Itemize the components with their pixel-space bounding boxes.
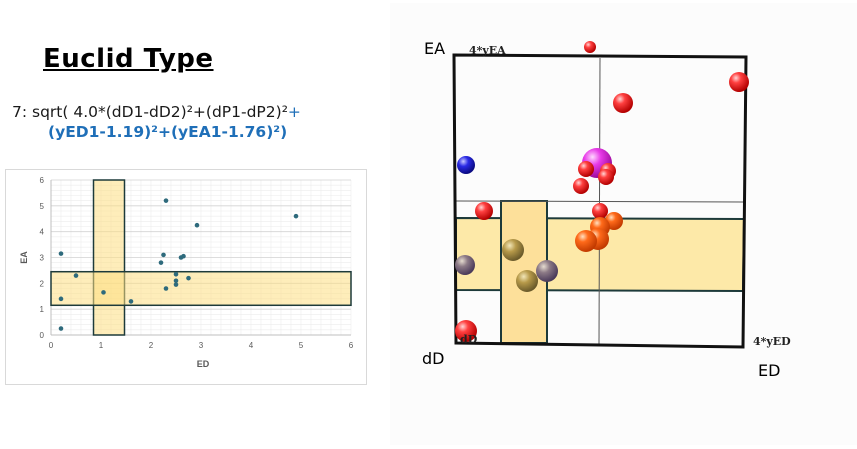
data-point	[128, 299, 134, 304]
data-point	[293, 213, 299, 219]
sphere	[502, 239, 524, 261]
axis-label-ed: ED	[758, 361, 781, 380]
axis-label-4yea: 4*yEA	[469, 44, 506, 57]
y-tick-label: 3	[40, 254, 45, 263]
sphere	[455, 255, 475, 275]
data-point	[58, 296, 64, 302]
data-point	[58, 326, 64, 331]
data-point	[73, 273, 79, 278]
data-point	[101, 290, 106, 295]
sphere	[578, 161, 594, 177]
formula-line-1-plus: +	[287, 103, 301, 121]
data-point	[163, 286, 169, 291]
data-point	[181, 253, 186, 259]
x-tick-label: 1	[99, 341, 104, 350]
outer-frame	[452, 53, 748, 349]
sphere	[455, 320, 477, 342]
formula-line-1-text: 7: sqrt( 4.0*(dD1-dD2)²+(dP1-dP2)²	[12, 103, 288, 121]
sphere	[575, 230, 597, 252]
formula-line-2: (yED1-1.19)²+(yEA1-1.76)²)	[48, 123, 288, 141]
sphere	[536, 260, 558, 282]
data-point	[186, 275, 191, 281]
y-tick-label: 2	[40, 279, 45, 288]
highlight-band-vertical	[92, 179, 126, 336]
sphere	[516, 270, 538, 292]
model-photo: EA 4*yEA dD dD 4*yED ED	[390, 3, 857, 445]
y-tick-label: 5	[40, 202, 45, 211]
sphere	[475, 202, 493, 220]
y-tick-label: 4	[40, 228, 45, 237]
x-tick-label: 6	[349, 341, 354, 350]
inner-horizontal-line	[455, 200, 745, 203]
formula-line-1: 7: sqrt( 4.0*(dD1-dD2)²+(dP1-dP2)²+	[12, 103, 301, 121]
axis-label-ea: EA	[424, 39, 446, 58]
data-point	[173, 278, 179, 284]
data-point	[161, 252, 166, 258]
scatter-chart: 0 1 2 3 4 5 6 0 1 2 3 4 5 6 ED EA	[19, 176, 354, 369]
axis-label-dd: dD	[422, 349, 445, 368]
sphere	[613, 93, 633, 113]
sphere	[573, 178, 589, 194]
sphere	[598, 169, 614, 185]
data-point	[158, 260, 164, 265]
x-tick-label: 5	[299, 341, 304, 350]
sphere	[584, 41, 596, 53]
axis-label-dd-small: dD	[460, 333, 478, 346]
y-tick-label: 0	[40, 331, 45, 340]
x-tick-label: 0	[49, 341, 54, 350]
scatter-chart-box: 0 1 2 3 4 5 6 0 1 2 3 4 5 6 ED EA	[5, 169, 367, 385]
slide-title: Euclid Type	[43, 44, 214, 74]
data-point	[194, 222, 200, 228]
y-tick-label: 6	[40, 176, 45, 185]
data-point	[173, 271, 179, 277]
data-point	[163, 198, 169, 203]
data-point	[173, 282, 179, 287]
sphere	[592, 203, 608, 219]
axis-label-4yed: 4*yED	[753, 335, 791, 348]
model-svg	[452, 41, 749, 349]
y-tick-label: 1	[40, 305, 45, 314]
data-point	[58, 251, 64, 256]
x-tick-label: 3	[199, 341, 204, 350]
sphere	[729, 72, 749, 92]
y-axis-title: EA	[19, 251, 29, 264]
x-tick-label: 2	[149, 341, 154, 350]
x-tick-label: 4	[249, 341, 254, 350]
x-axis-title: ED	[197, 359, 210, 369]
highlight-band-horizontal	[50, 270, 352, 307]
sphere	[457, 156, 475, 174]
